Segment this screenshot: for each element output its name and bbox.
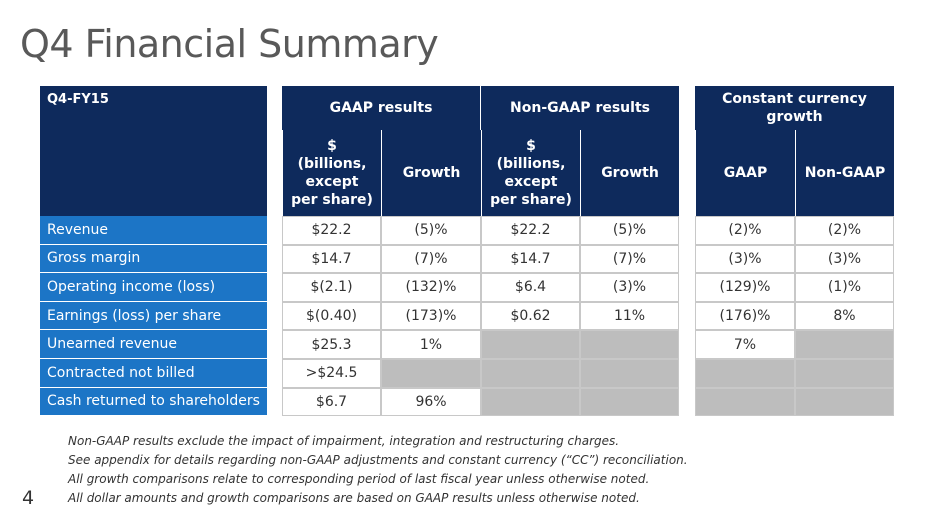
gaap-results-header: GAAP results [282,86,481,130]
row-label: Cash returned to shareholders [40,387,267,417]
page-title: Q4 Financial Summary [20,22,439,66]
value-cell: (2)% [795,216,894,245]
value-cell: (7)% [381,244,481,274]
value-cell: (1)% [795,273,894,302]
dollars-header: $ (billions, except per share) [481,130,580,216]
value-cell: >$24.5 [282,359,381,388]
growth-header: Growth [580,130,679,216]
footnotes: Non-GAAP results exclude the impact of i… [68,432,688,508]
value-cell: 8% [795,301,894,331]
non-gaap-results-header: Non-GAAP results [481,86,679,130]
empty-cell [695,387,795,417]
empty-cell [795,387,894,417]
value-cell: (176)% [695,301,795,331]
value-cell: 1% [381,330,481,359]
value-cell: $22.2 [282,216,381,245]
constant-currency-header: Constant currency growth [695,86,894,130]
value-cell: $14.7 [282,244,381,274]
value-cell: (129)% [695,273,795,302]
row-label: Earnings (loss) per share [40,301,267,331]
row-label: Revenue [40,216,267,245]
value-cell: $0.62 [481,301,580,331]
empty-cell [795,330,894,359]
empty-cell [795,359,894,388]
dollars-header: $ (billions, except per share) [282,130,381,216]
empty-cell [381,359,481,388]
footnote: See appendix for details regarding non-G… [68,453,688,467]
value-cell: $(2.1) [282,273,381,302]
value-cell: (173)% [381,301,481,331]
page-number: 4 [22,487,35,509]
value-cell: (3)% [580,273,679,302]
footnote: All dollar amounts and growth comparison… [68,491,640,505]
row-label: Contracted not billed [40,359,267,388]
row-label: Gross margin [40,244,267,274]
value-cell: (132)% [381,273,481,302]
value-cell: (5)% [381,216,481,245]
value-cell: $22.2 [481,216,580,245]
value-cell: 11% [580,301,679,331]
footnote: All growth comparisons relate to corresp… [68,472,650,486]
period-label: Q4-FY15 [40,86,267,216]
cc-non-gaap-header: Non-GAAP [795,130,894,216]
value-cell: (7)% [580,244,679,274]
value-cell: $14.7 [481,244,580,274]
value-cell: (2)% [695,216,795,245]
empty-cell [481,359,580,388]
row-label: Unearned revenue [40,330,267,359]
growth-header: Growth [381,130,481,216]
empty-cell [481,330,580,359]
value-cell: $25.3 [282,330,381,359]
empty-cell [580,330,679,359]
value-cell: (3)% [695,244,795,274]
value-cell: (3)% [795,244,894,274]
empty-cell [580,359,679,388]
empty-cell [695,359,795,388]
value-cell: 7% [695,330,795,359]
footnote: Non-GAAP results exclude the impact of i… [68,434,620,448]
value-cell: $(0.40) [282,301,381,331]
cc-gaap-header: GAAP [695,130,795,216]
value-cell: 96% [381,387,481,417]
value-cell: (5)% [580,216,679,245]
empty-cell [481,387,580,417]
value-cell: $6.7 [282,387,381,417]
value-cell: $6.4 [481,273,580,302]
row-label: Operating income (loss) [40,273,267,302]
empty-cell [580,387,679,417]
